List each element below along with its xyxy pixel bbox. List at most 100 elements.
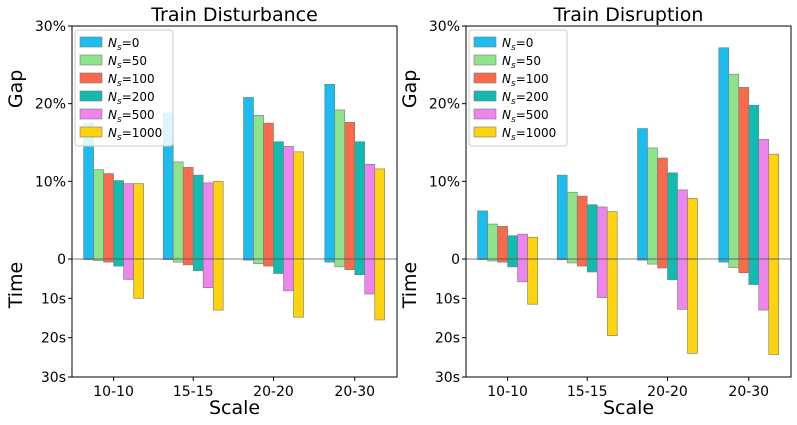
time-bar <box>566 258 578 264</box>
legend-symbol: N <box>108 126 117 140</box>
legend-entry: Ns=100 <box>108 72 155 89</box>
y-tick-label: 30s <box>435 370 460 386</box>
legend-value: =50 <box>122 54 147 68</box>
time-bar <box>253 258 264 265</box>
y-tick-label: 10% <box>35 174 66 190</box>
gap-bar <box>637 128 648 260</box>
gap-bar <box>182 167 194 260</box>
gap-bar <box>324 83 336 260</box>
legend-swatch <box>79 126 103 138</box>
train-disturbance-panel: Train Disturbance 30% 20% 10% 0 10s 20s 30s 10-1… <box>5 4 398 419</box>
legend-entry: Ns=0 <box>502 36 533 53</box>
time-bar <box>192 258 204 272</box>
gap-bar <box>487 223 498 260</box>
gap-bar <box>334 109 346 260</box>
time-bar <box>748 258 760 285</box>
time-bar <box>324 258 336 263</box>
legend-swatch <box>473 36 497 48</box>
time-bar <box>263 258 274 267</box>
legend-entry: Ns=0 <box>108 36 139 53</box>
time-bar <box>212 258 224 311</box>
legend-value: =50 <box>516 54 541 68</box>
legend-symbol: N <box>108 54 117 68</box>
legend-symbol: N <box>502 72 511 86</box>
gap-bar <box>283 146 294 260</box>
legend-value: =500 <box>122 108 155 122</box>
gap-bar <box>212 181 224 260</box>
gap-bar <box>728 73 740 260</box>
legend-subscript: s <box>511 97 516 107</box>
gap-bar <box>123 183 134 260</box>
legend-entry: Ns=500 <box>502 108 549 125</box>
legend-swatch <box>79 36 103 48</box>
time-bar <box>103 258 114 263</box>
legend-swatch <box>79 54 103 66</box>
legend-entry: Ns=200 <box>108 90 155 107</box>
time-bar <box>586 258 598 273</box>
time-bar <box>667 258 678 281</box>
x-axis-label: Scale <box>603 397 654 419</box>
time-bar <box>576 258 588 267</box>
time-bar <box>364 258 376 295</box>
time-bar <box>202 258 214 289</box>
gap-bar <box>93 169 104 260</box>
legend-symbol: N <box>502 36 511 50</box>
legend-value: =1000 <box>122 126 163 140</box>
gap-bar <box>243 97 254 260</box>
gap-bar <box>273 141 284 260</box>
time-bar <box>677 258 688 310</box>
gap-bar <box>556 174 568 260</box>
y-tick-label: 30s <box>41 370 66 386</box>
legend-entry: Ns=50 <box>108 54 147 71</box>
legend-symbol: N <box>502 108 511 122</box>
legend-subscript: s <box>511 133 516 143</box>
y-tick-label: 20s <box>435 331 460 347</box>
legend-subscript: s <box>117 115 122 125</box>
time-bar <box>283 258 294 292</box>
legend-symbol: N <box>502 126 511 140</box>
legend-entry: Ns=1000 <box>502 126 556 143</box>
legend-subscript: s <box>117 61 122 71</box>
gap-bar <box>497 226 508 260</box>
legend-subscript: s <box>511 115 516 125</box>
time-bar <box>758 258 770 311</box>
time-bar <box>172 258 184 263</box>
legend-symbol: N <box>502 54 511 68</box>
time-bar <box>596 258 608 298</box>
legend-swatch <box>473 90 497 102</box>
legend-value: =0 <box>516 36 534 50</box>
plot-frame <box>465 25 792 378</box>
y-tick-label: 10% <box>429 174 460 190</box>
y-tick-label: 0 <box>57 252 66 268</box>
legend-swatch <box>79 108 103 120</box>
time-bar <box>344 258 356 270</box>
legend-value: =500 <box>516 108 549 122</box>
legend-value: =100 <box>516 72 549 86</box>
gap-bar <box>263 122 274 260</box>
y-tick-label: 20% <box>429 97 460 113</box>
gap-bar <box>293 151 304 260</box>
y-tick-label: 0 <box>451 252 460 268</box>
chart-title: Train Disturbance <box>150 4 318 26</box>
x-tick-label: 15-15 <box>567 384 608 400</box>
gap-bar <box>354 141 366 260</box>
legend-swatch <box>473 108 497 120</box>
gap-bar <box>647 147 658 260</box>
legend-entry: Ns=100 <box>502 72 549 89</box>
legend-swatch <box>473 72 497 84</box>
time-bar <box>123 258 134 280</box>
gap-bar <box>507 235 518 260</box>
y-tick-label: 20% <box>35 97 66 113</box>
time-bar <box>647 258 658 265</box>
gap-bar <box>687 198 698 260</box>
time-bar <box>606 258 618 336</box>
y-tick-label: 30% <box>429 19 460 35</box>
x-tick-label: 10-10 <box>93 384 134 400</box>
time-bar <box>113 258 124 267</box>
legend-entry: Ns=200 <box>502 90 549 107</box>
time-bar <box>273 258 284 274</box>
time-bar <box>374 258 386 321</box>
y-axis-label-gap: Gap <box>5 70 27 108</box>
